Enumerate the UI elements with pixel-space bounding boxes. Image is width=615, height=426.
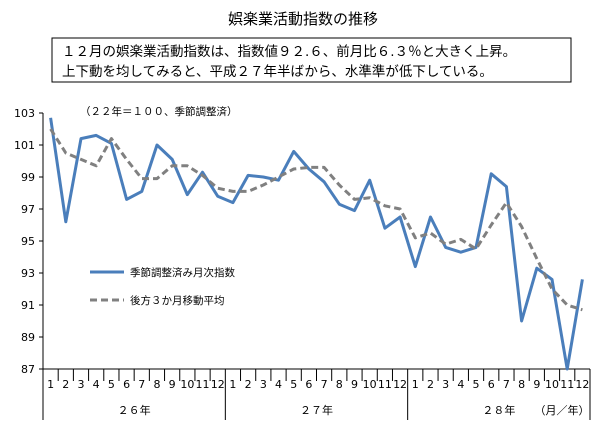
series-line-moving-average <box>49 128 583 312</box>
x-month-label: 11 <box>378 378 392 391</box>
x-month-label: 10 <box>180 378 194 391</box>
x-month-label: 4 <box>457 378 464 391</box>
x-month-label: 7 <box>321 378 328 391</box>
annotation-box <box>51 37 572 83</box>
x-month-label: 5 <box>108 378 115 391</box>
y-tick-label: 97 <box>21 203 35 216</box>
x-year-label: ２６年 <box>118 403 151 417</box>
x-month-label: 5 <box>473 378 480 391</box>
y-axis: 87 89 91 93 95 97 99 101 103 <box>14 107 44 376</box>
series-line-monthly-index <box>49 117 584 371</box>
x-month-label: 1 <box>412 378 419 391</box>
x-month-label: 9 <box>169 378 176 391</box>
base-note: （２２年＝１００、季節調整済） <box>80 105 238 118</box>
x-axis: 1 2 3 4 5 6 7 8 9 10 11 12 1 2 3 4 5 6 7 8 9 10 11 12 1 2 3 4 5 6 7 8 9 1… <box>42 368 591 420</box>
x-month-label: 10 <box>545 378 559 391</box>
y-tick-label: 91 <box>21 299 35 312</box>
x-month-label: 11 <box>196 378 210 391</box>
x-month-label: 3 <box>77 378 84 391</box>
x-month-label: 1 <box>229 378 236 391</box>
y-tick-label: 101 <box>14 139 35 152</box>
x-month-label: 7 <box>138 378 145 391</box>
x-month-label: 12 <box>575 378 589 391</box>
x-month-label: 9 <box>533 378 540 391</box>
x-month-label: 11 <box>560 378 574 391</box>
x-month-label: 10 <box>363 378 377 391</box>
y-tick-label: 93 <box>21 267 35 280</box>
series-layer <box>49 117 584 371</box>
x-year-label: ２８年 <box>482 403 515 417</box>
x-month-label: 5 <box>290 378 297 391</box>
x-month-label: 9 <box>351 378 358 391</box>
y-tick-label: 103 <box>14 107 35 120</box>
x-month-label: 6 <box>305 378 312 391</box>
x-month-label: 2 <box>427 378 434 391</box>
x-month-label: 8 <box>336 378 343 391</box>
annotation-line-1: １２月の娯楽業活動指数は、指数値９２.６、前月比６.３％と大きく上昇。 <box>62 43 516 60</box>
x-month-label: 4 <box>275 378 282 391</box>
annotation-line-2: 上下動を均してみると、平成２７年半ばから、水準準が低下している。 <box>62 64 493 80</box>
chart-title: 娯楽業活動指数の推移 <box>228 10 378 28</box>
x-month-label: 3 <box>442 378 449 391</box>
y-tick-label: 99 <box>21 171 35 184</box>
x-month-label: 8 <box>153 378 160 391</box>
y-tick-label: 87 <box>21 363 35 376</box>
legend: 季節調整済み月次指数 後方３か月移動平均 <box>90 266 235 307</box>
x-month-label: 7 <box>503 378 510 391</box>
legend-label-monthly: 季節調整済み月次指数 <box>130 266 235 279</box>
x-unit-label: （月／年） <box>535 403 590 417</box>
x-month-label: 8 <box>518 378 525 391</box>
x-month-label: 3 <box>260 378 267 391</box>
x-month-label: 12 <box>211 378 225 391</box>
y-tick-label: 95 <box>21 235 35 248</box>
x-month-label: 6 <box>123 378 130 391</box>
x-month-label: 2 <box>62 378 69 391</box>
x-month-label: 12 <box>393 378 407 391</box>
x-month-label: 4 <box>93 378 100 391</box>
x-month-label: 2 <box>245 378 252 391</box>
y-tick-label: 89 <box>21 331 35 344</box>
x-year-label: ２７年 <box>300 403 333 417</box>
x-month-label: 6 <box>488 378 495 391</box>
legend-label-moving-average: 後方３か月移動平均 <box>130 294 225 307</box>
x-month-label: 1 <box>47 378 54 391</box>
